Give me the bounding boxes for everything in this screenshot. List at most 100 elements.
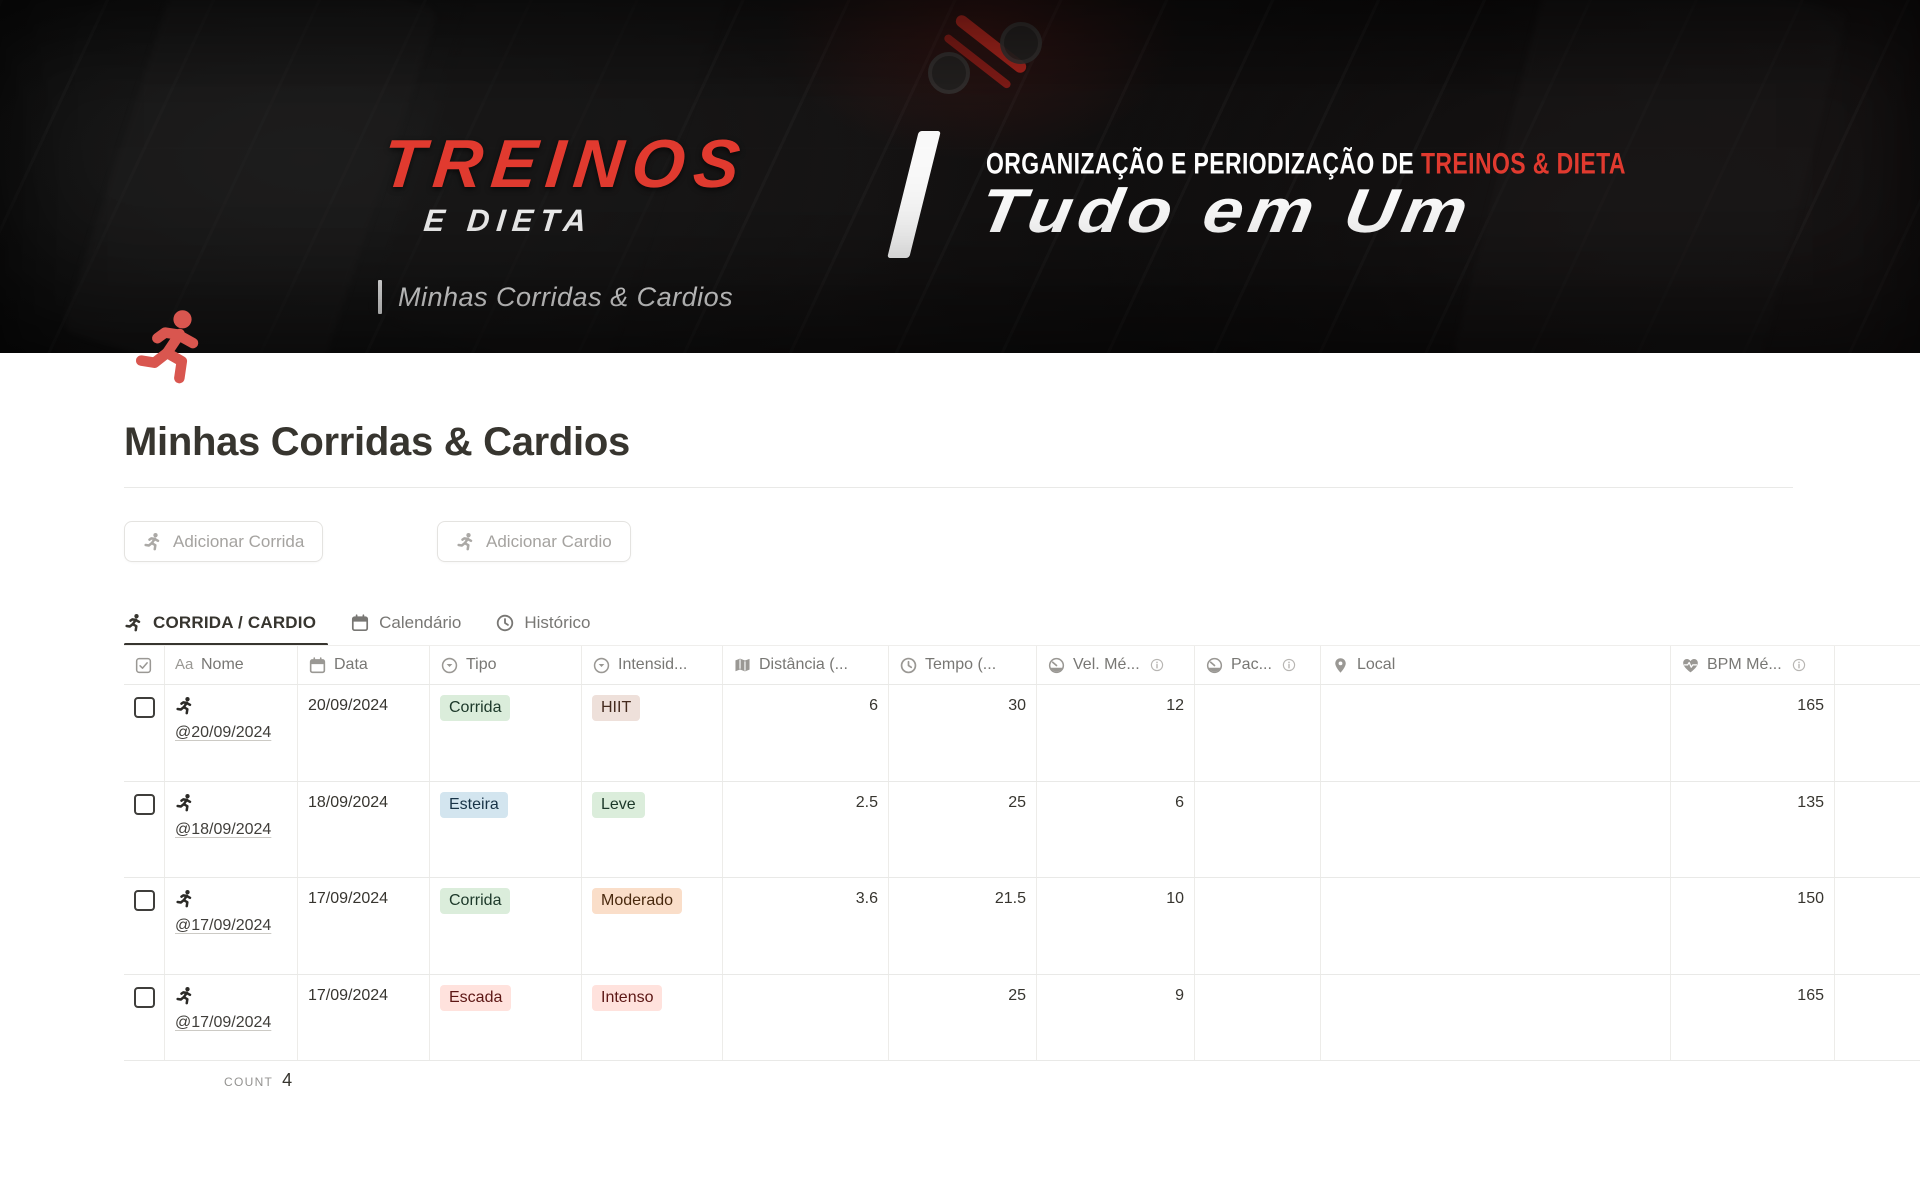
row-checkbox[interactable] (134, 794, 155, 815)
column-header-data[interactable]: Data (298, 646, 430, 684)
info-icon[interactable] (1149, 657, 1165, 673)
banner-tagline-accent: TREINOS & DIETA (1420, 146, 1626, 180)
runner-icon (143, 532, 163, 552)
dumbbell-art (953, 12, 1029, 76)
cell-name[interactable]: @17/09/2024 (165, 878, 298, 974)
cell-pac[interactable] (1195, 975, 1321, 1060)
cell-local[interactable] (1321, 782, 1671, 877)
column-label: Tempo (... (925, 656, 997, 673)
cell-distancia[interactable] (723, 975, 889, 1060)
cell-intensidade[interactable]: HIIT (582, 685, 723, 781)
cell-bpm[interactable]: 165 (1671, 975, 1835, 1060)
cell-local[interactable] (1321, 878, 1671, 974)
cell-tipo[interactable]: Escada (430, 975, 582, 1060)
cell-tempo[interactable]: 25 (889, 975, 1037, 1060)
tab-label: Calendário (379, 612, 462, 632)
row-checkbox[interactable] (134, 987, 155, 1008)
text-Aa-icon: Aa (175, 655, 194, 673)
cell-data[interactable]: 18/09/2024 (298, 782, 430, 877)
runner-icon (124, 613, 144, 633)
column-header-intensidade[interactable]: Intensid... (582, 646, 723, 684)
cell-select[interactable] (124, 975, 165, 1060)
cell-data[interactable]: 17/09/2024 (298, 878, 430, 974)
column-header-select[interactable] (124, 646, 165, 684)
cell-name[interactable]: @18/09/2024 (165, 782, 298, 877)
row-checkbox[interactable] (134, 697, 155, 718)
cell-pac[interactable] (1195, 782, 1321, 877)
cell-extra (1835, 782, 1920, 877)
column-header-vel[interactable]: Vel. Mé... (1037, 646, 1195, 684)
toolbar: Adicionar Corrida Adicionar Cardio (124, 521, 1124, 562)
cell-distancia[interactable]: 6 (723, 685, 889, 781)
cell-tipo[interactable]: Corrida (430, 685, 582, 781)
date-mention-link[interactable]: @17/09/2024 (175, 1014, 272, 1031)
tag-pill-esteira: Esteira (440, 792, 508, 818)
cell-name[interactable]: @20/09/2024 (165, 685, 298, 781)
calendar-icon (308, 656, 327, 675)
cell-select[interactable] (124, 782, 165, 877)
cell-distancia[interactable]: 2.5 (723, 782, 889, 877)
date-mention-link[interactable]: @17/09/2024 (175, 917, 272, 934)
cell-data[interactable]: 20/09/2024 (298, 685, 430, 781)
tag-pill-escada: Escada (440, 985, 512, 1011)
column-header-name[interactable]: Aa Nome (165, 646, 298, 684)
date-mention-link[interactable]: @20/09/2024 (175, 724, 272, 741)
page-icon-runner[interactable] (130, 306, 214, 390)
adicionar-corrida-button[interactable]: Adicionar Corrida (124, 521, 324, 562)
select-icon (592, 656, 611, 675)
info-icon[interactable] (1281, 657, 1297, 673)
cell-vel[interactable]: 6 (1037, 782, 1195, 877)
cell-name[interactable]: @17/09/2024 (165, 975, 298, 1060)
tab-corrida-cardio[interactable]: CORRIDA / CARDIO (124, 600, 329, 646)
column-header-local[interactable]: Local (1321, 646, 1671, 684)
cell-vel[interactable]: 12 (1037, 685, 1195, 781)
tab-calendario[interactable]: Calendário (350, 600, 473, 645)
heart-pulse-icon (1681, 656, 1700, 675)
banner-tagline-main: Tudo em Um (974, 177, 1479, 246)
column-label: Tipo (466, 656, 497, 673)
cell-intensidade[interactable]: Leve (582, 782, 723, 877)
cell-tipo[interactable]: Corrida (430, 878, 582, 974)
tab-historico[interactable]: Histórico (495, 600, 602, 645)
pin-icon (1331, 656, 1350, 675)
tag-pill-leve: Leve (592, 792, 645, 818)
cell-tempo[interactable]: 21.5 (889, 878, 1037, 974)
column-header-distancia[interactable]: Distância (... (723, 646, 889, 684)
cell-data[interactable]: 17/09/2024 (298, 975, 430, 1060)
count-value: 4 (282, 1070, 293, 1090)
dumbbell-art (1000, 22, 1042, 64)
gauge-icon (1205, 656, 1224, 675)
adicionar-cardio-button[interactable]: Adicionar Cardio (437, 521, 631, 562)
cell-tipo[interactable]: Esteira (430, 782, 582, 877)
cell-vel[interactable]: 9 (1037, 975, 1195, 1060)
cell-tempo[interactable]: 25 (889, 782, 1037, 877)
table-count-footer[interactable]: COUNT 4 (224, 1070, 292, 1091)
banner-art (61, 0, 439, 353)
cell-select[interactable] (124, 878, 165, 974)
cell-select[interactable] (124, 685, 165, 781)
cell-bpm[interactable]: 150 (1671, 878, 1835, 974)
row-checkbox[interactable] (134, 890, 155, 911)
table-row: @20/09/2024 20/09/2024 Corrida HIIT 6 30 12 165 (124, 685, 1920, 782)
cell-bpm[interactable]: 135 (1671, 782, 1835, 877)
column-header-tipo[interactable]: Tipo (430, 646, 582, 684)
column-header-tempo[interactable]: Tempo (... (889, 646, 1037, 684)
cell-pac[interactable] (1195, 685, 1321, 781)
column-header-bpm[interactable]: BPM Mé... (1671, 646, 1835, 684)
banner-logo-subtitle: E DIETA (422, 203, 595, 238)
cell-vel[interactable]: 10 (1037, 878, 1195, 974)
calendar-icon (350, 613, 370, 633)
cell-local[interactable] (1321, 975, 1671, 1060)
info-icon[interactable] (1791, 657, 1807, 673)
cell-intensidade[interactable]: Intenso (582, 975, 723, 1060)
cell-local[interactable] (1321, 685, 1671, 781)
cell-tempo[interactable]: 30 (889, 685, 1037, 781)
column-header-pac[interactable]: Pac... (1195, 646, 1321, 684)
cell-intensidade[interactable]: Moderado (582, 878, 723, 974)
count-label: COUNT (224, 1075, 274, 1089)
date-mention-link[interactable]: @18/09/2024 (175, 821, 272, 838)
cell-pac[interactable] (1195, 878, 1321, 974)
cell-distancia[interactable]: 3.6 (723, 878, 889, 974)
column-label: Data (334, 656, 368, 673)
cell-bpm[interactable]: 165 (1671, 685, 1835, 781)
